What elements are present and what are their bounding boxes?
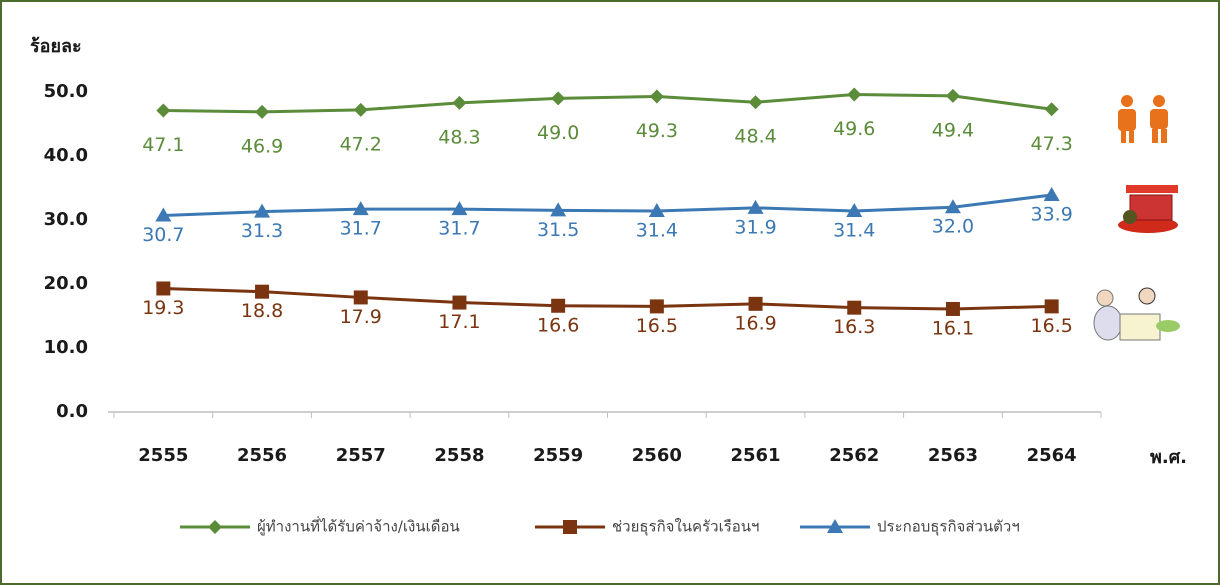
data-point xyxy=(451,201,468,216)
data-point xyxy=(156,103,171,118)
data-point xyxy=(648,203,665,218)
data-label: 31.4 xyxy=(636,220,678,242)
y-axis-label: ร้อยละ xyxy=(30,36,82,57)
data-label: 16.9 xyxy=(734,312,776,334)
y-tick-label: 30.0 xyxy=(44,209,88,230)
data-label: 49.0 xyxy=(537,122,579,144)
data-point xyxy=(155,207,172,222)
data-point xyxy=(550,202,567,217)
legend-marker xyxy=(563,520,577,534)
data-label: 31.5 xyxy=(537,219,579,241)
icon-shop xyxy=(1093,287,1180,341)
data-label: 47.1 xyxy=(142,134,184,156)
data-label: 49.6 xyxy=(833,118,875,140)
data-point xyxy=(846,203,863,218)
data-label: 17.1 xyxy=(438,311,480,333)
data-label: 49.3 xyxy=(636,120,678,142)
x-tick-label: 2561 xyxy=(730,445,780,466)
data-point xyxy=(452,95,467,110)
y-tick-label: 10.0 xyxy=(44,337,88,358)
x-tick-label: 2563 xyxy=(928,445,978,466)
data-label: 49.4 xyxy=(932,119,974,141)
data-point xyxy=(352,201,369,216)
x-tick-label: 2557 xyxy=(336,445,386,466)
data-label: 30.7 xyxy=(142,224,184,246)
data-point xyxy=(747,199,764,214)
data-label: 16.3 xyxy=(833,316,875,338)
data-label: 47.2 xyxy=(340,133,382,155)
x-tick-label: 2558 xyxy=(434,445,484,466)
data-point xyxy=(255,284,270,299)
data-point xyxy=(649,89,664,104)
data-label: 32.0 xyxy=(932,216,974,238)
x-tick-label: 2556 xyxy=(237,445,287,466)
legend-label: ประกอบธุรกิจส่วนตัวฯ xyxy=(877,518,1020,537)
data-label: 46.9 xyxy=(241,135,283,157)
data-label: 33.9 xyxy=(1030,204,1072,226)
x-tick-label: 2562 xyxy=(829,445,879,466)
data-point xyxy=(551,91,566,106)
data-label: 31.3 xyxy=(241,220,283,242)
legend-label: ผู้ทำงานที่ได้รับค่าจ้าง/เงินเดือน xyxy=(257,516,460,536)
legend-marker xyxy=(827,519,843,533)
data-label: 48.3 xyxy=(438,126,480,148)
data-label: 31.9 xyxy=(734,216,776,238)
data-point xyxy=(452,295,467,310)
data-label: 16.5 xyxy=(1030,315,1072,337)
data-point xyxy=(254,203,271,218)
data-point xyxy=(944,199,961,214)
data-label: 16.5 xyxy=(636,315,678,337)
data-label: 19.3 xyxy=(142,297,184,319)
data-point xyxy=(748,95,763,110)
data-point xyxy=(1044,102,1059,117)
data-point xyxy=(748,296,763,311)
data-point xyxy=(1043,187,1060,202)
data-point xyxy=(353,290,368,305)
x-axis-label: พ.ศ. xyxy=(1150,447,1187,468)
data-label: 47.3 xyxy=(1030,133,1072,155)
data-point xyxy=(1044,299,1059,314)
data-label: 16.1 xyxy=(932,317,974,339)
data-point xyxy=(649,299,664,314)
data-label: 48.4 xyxy=(734,126,776,148)
icon-workers xyxy=(1118,95,1168,143)
data-point xyxy=(847,87,862,102)
y-tick-label: 0.0 xyxy=(56,401,88,422)
x-tick-label: 2559 xyxy=(533,445,583,466)
data-label: 18.8 xyxy=(241,300,283,322)
y-tick-label: 20.0 xyxy=(44,273,88,294)
series-line xyxy=(163,286,1052,311)
x-tick-label: 2560 xyxy=(632,445,682,466)
data-point xyxy=(551,298,566,313)
legend-label: ช่วยธุรกิจในครัวเรือนฯ xyxy=(612,518,759,537)
data-point xyxy=(945,301,960,316)
icon-vendor-cart xyxy=(1118,185,1178,233)
data-label: 16.6 xyxy=(537,314,579,336)
data-label: 31.4 xyxy=(833,220,875,242)
data-label: 17.9 xyxy=(340,306,382,328)
series-line xyxy=(163,193,1052,218)
data-point xyxy=(847,300,862,315)
data-label: 31.7 xyxy=(340,218,382,240)
data-label: 31.7 xyxy=(438,218,480,240)
x-tick-label: 2555 xyxy=(138,445,188,466)
y-tick-label: 40.0 xyxy=(44,145,88,166)
series-line xyxy=(163,93,1052,114)
data-point xyxy=(255,104,270,119)
data-point xyxy=(156,281,171,296)
data-point xyxy=(353,102,368,117)
legend-marker xyxy=(208,520,222,534)
y-tick-label: 50.0 xyxy=(44,81,88,102)
x-tick-label: 2564 xyxy=(1027,445,1077,466)
data-point xyxy=(945,88,960,103)
